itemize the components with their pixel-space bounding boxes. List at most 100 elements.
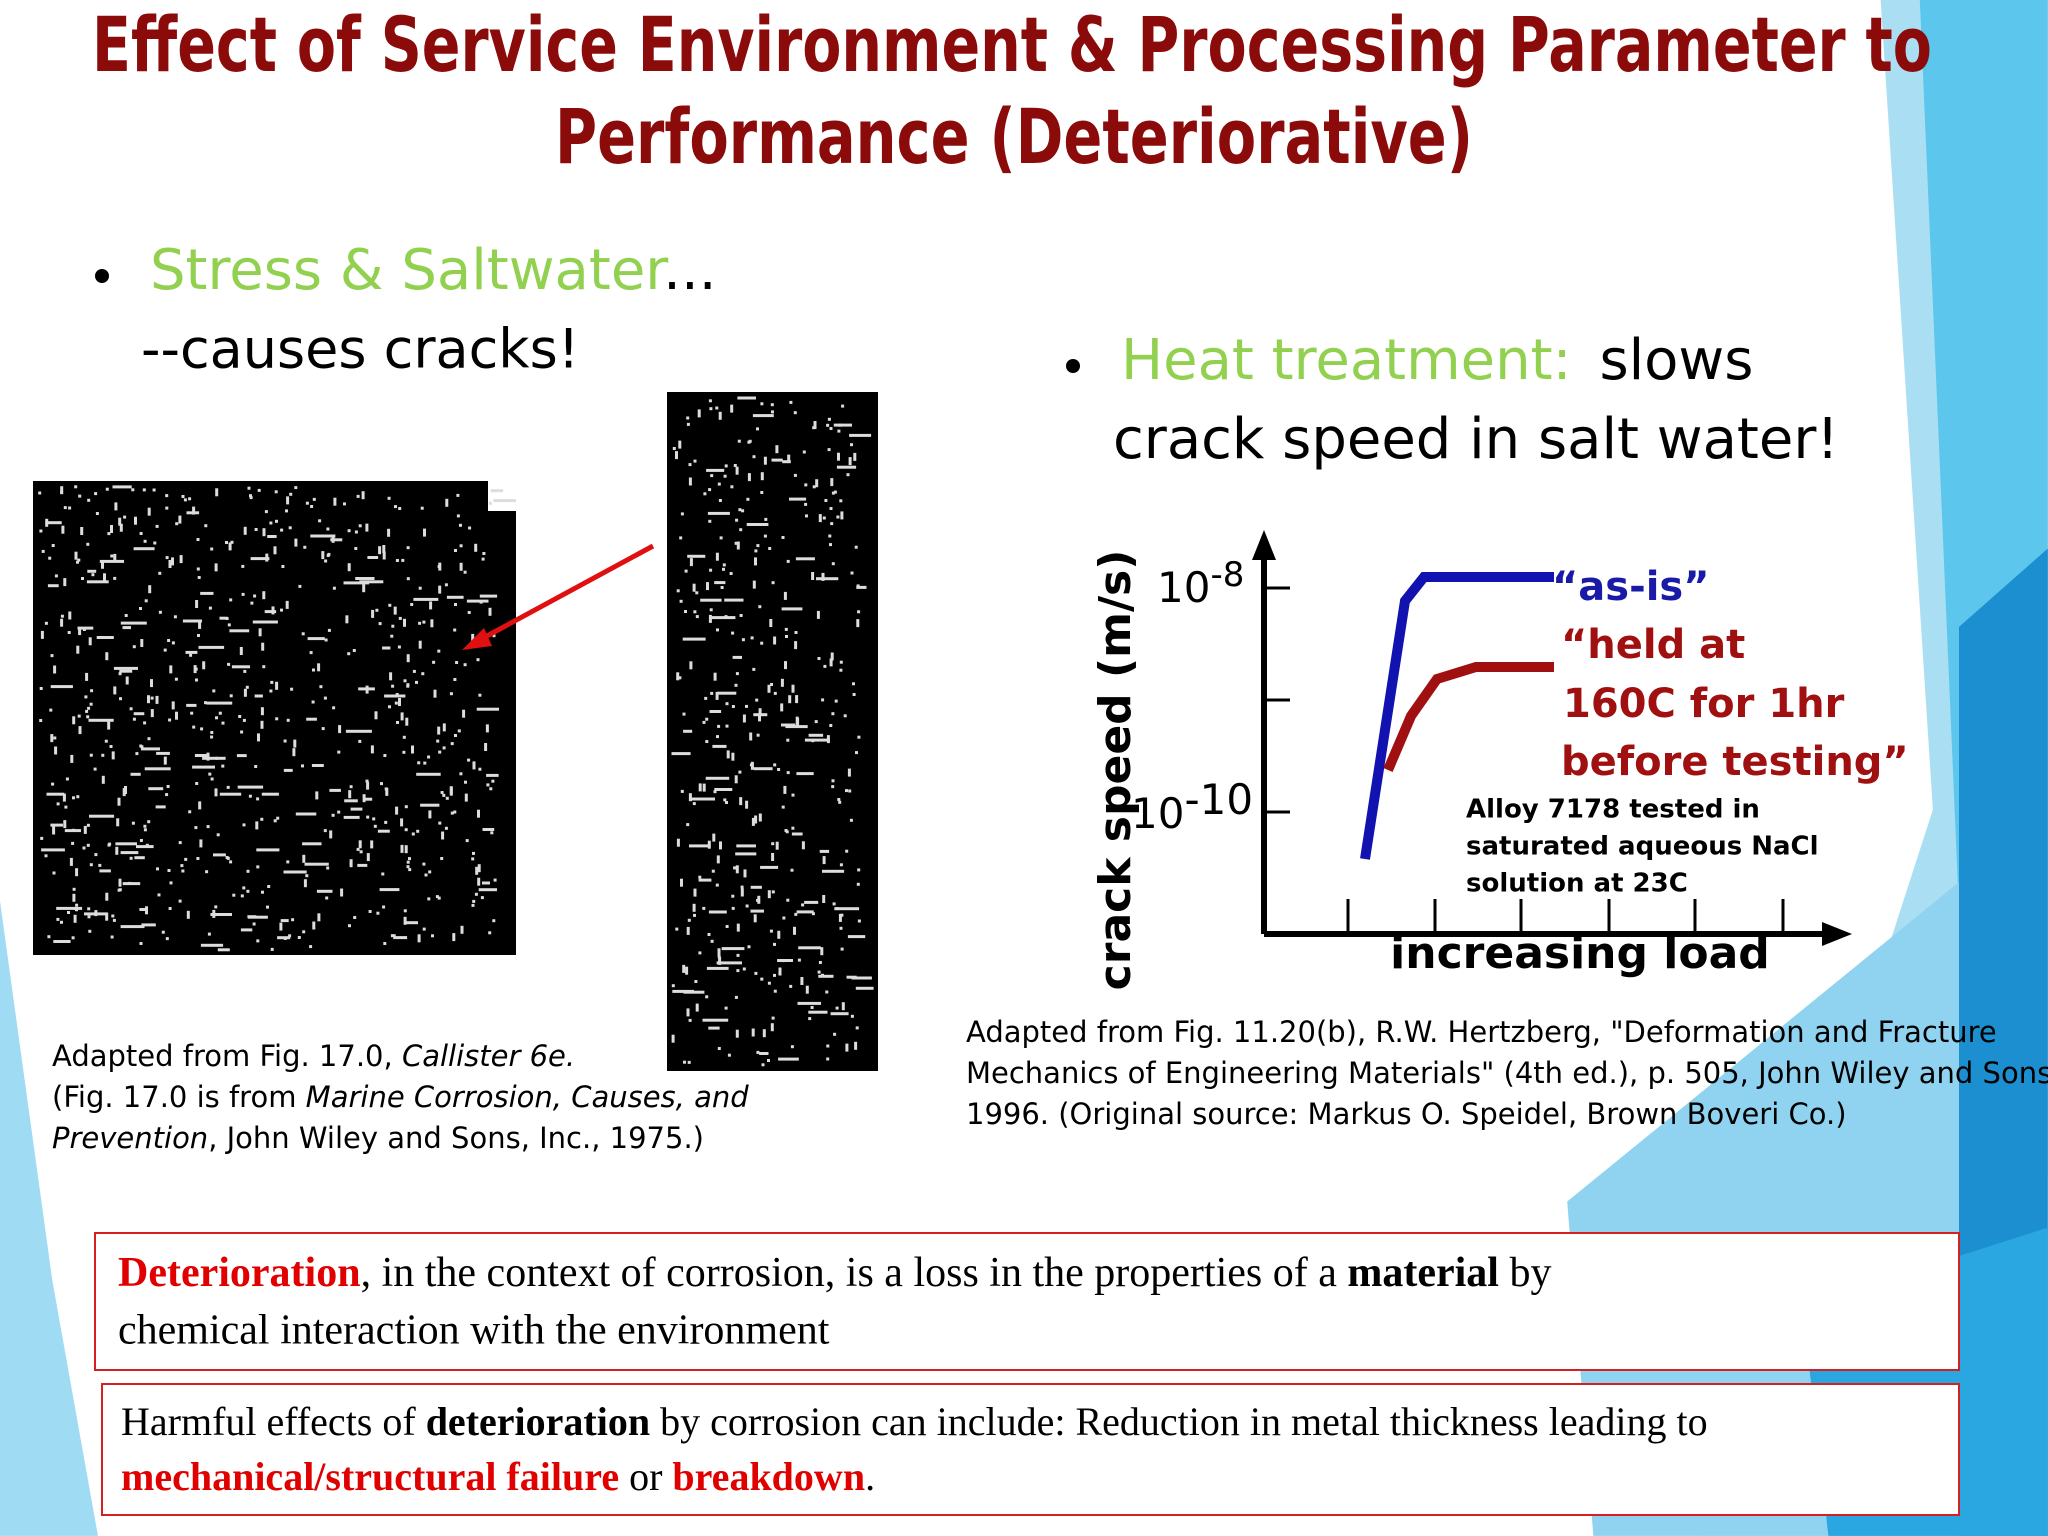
- speckle: [411, 745, 414, 754]
- speckle: [805, 514, 808, 518]
- speckle: [71, 936, 75, 940]
- speckle: [53, 736, 57, 740]
- speckle: [343, 815, 360, 819]
- speckle: [752, 580, 756, 589]
- speckle: [243, 526, 247, 535]
- speckle: [283, 937, 287, 940]
- speckle: [89, 702, 93, 706]
- exponent: -10: [1184, 775, 1253, 824]
- speckle: [493, 499, 516, 503]
- speckle: [46, 521, 62, 525]
- speckle: [63, 506, 67, 510]
- speckle: [348, 790, 352, 799]
- speckle: [837, 798, 841, 801]
- speckle: [355, 577, 375, 580]
- highlight: Stress & Saltwater: [150, 238, 669, 303]
- speckle: [366, 781, 370, 790]
- speckle: [796, 910, 814, 914]
- speckle: [395, 806, 399, 815]
- speckle: [778, 967, 782, 976]
- arrow-head: [462, 628, 492, 650]
- speckle: [804, 900, 819, 904]
- speckle: [715, 406, 719, 410]
- speckle: [477, 877, 481, 886]
- speckle: [212, 909, 216, 918]
- bg-shape: [0, 901, 98, 1536]
- speckle: [821, 698, 825, 702]
- speckle: [730, 404, 734, 413]
- speckle: [217, 948, 230, 952]
- speckle: [705, 717, 709, 721]
- speckle: [338, 725, 342, 734]
- speckle: [221, 721, 225, 725]
- speckle: [231, 665, 250, 669]
- speckle: [710, 474, 714, 478]
- speckle: [139, 839, 143, 842]
- caption: Prevention, John Wiley and Sons, Inc., 1…: [52, 1121, 704, 1155]
- speckle: [75, 903, 79, 907]
- text: , John Wiley and Sons, Inc., 1975.): [208, 1121, 704, 1155]
- speckle: [169, 665, 173, 674]
- speckle: [821, 973, 824, 977]
- speckle: [471, 857, 475, 861]
- speckle: [301, 632, 305, 636]
- speckle: [330, 538, 343, 542]
- curve-label: before testing”: [1561, 739, 1909, 785]
- speckle: [128, 881, 132, 885]
- speckle: [289, 492, 293, 496]
- speckle: [72, 796, 75, 800]
- speckle: [416, 829, 420, 833]
- speckle: [318, 519, 322, 523]
- speckle: [155, 695, 159, 704]
- speckle: [811, 739, 815, 743]
- speckle: [275, 717, 279, 721]
- speckle: [698, 878, 712, 882]
- speckle: [797, 958, 801, 962]
- title: Effect of Service Environment & Processi…: [92, 0, 1932, 89]
- speckle: [327, 628, 331, 632]
- speckle: [198, 645, 225, 649]
- speckle: [143, 721, 147, 725]
- speckle: [348, 924, 351, 928]
- speckle: [438, 750, 442, 754]
- speckle: [406, 546, 410, 550]
- speckle: [403, 618, 406, 627]
- text: 10: [1157, 563, 1210, 612]
- speckle: [361, 491, 365, 500]
- speckle: [801, 903, 805, 907]
- speckle: [846, 473, 850, 477]
- speckle: [89, 753, 93, 757]
- speckle: [333, 497, 337, 506]
- speckle: [60, 920, 63, 924]
- speckle: [848, 789, 852, 793]
- speckle: [442, 746, 446, 750]
- speckle: [257, 733, 260, 742]
- speckle: [837, 452, 840, 461]
- speckle: [854, 1041, 858, 1050]
- speckle: [254, 694, 263, 698]
- speckle: [734, 541, 738, 545]
- speckle: [782, 916, 786, 920]
- speckle: [402, 750, 406, 754]
- speckle: [785, 635, 788, 638]
- speckle: [446, 595, 464, 599]
- speckle: [716, 628, 719, 632]
- speckle: [245, 685, 249, 689]
- speckle: [78, 726, 82, 735]
- speckle: [688, 477, 692, 486]
- speckle: [144, 767, 171, 771]
- speckle: [773, 763, 777, 767]
- speckle: [737, 396, 756, 400]
- speckle: [90, 689, 94, 693]
- speckle: [371, 609, 375, 618]
- speckle: [808, 1010, 828, 1014]
- speckle: [773, 989, 777, 993]
- speckle: [436, 739, 440, 743]
- speckle: [398, 507, 402, 510]
- speckle: [140, 639, 144, 647]
- speckle: [80, 527, 84, 535]
- speckle: [357, 863, 368, 867]
- speckle: [406, 684, 410, 688]
- speckle: [491, 779, 495, 783]
- speckle: [412, 669, 416, 673]
